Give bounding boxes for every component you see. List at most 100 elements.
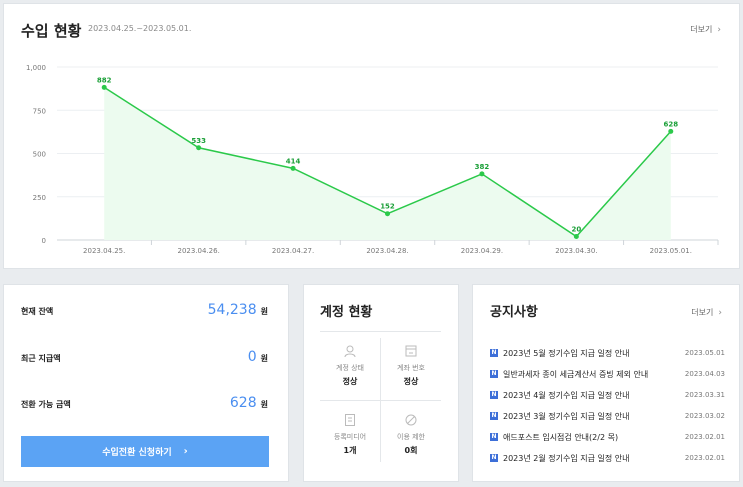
new-badge-icon: N bbox=[490, 412, 498, 420]
data-label: 628 bbox=[663, 120, 678, 128]
data-label: 152 bbox=[380, 203, 395, 211]
notice-item[interactable]: N 애드포스트 임시점검 안내(2/2 목) 2023.02.01 bbox=[490, 432, 725, 453]
y-tick-label: 250 bbox=[33, 194, 46, 202]
data-label: 20 bbox=[571, 226, 581, 234]
x-tick-label: 2023.05.01. bbox=[650, 247, 692, 255]
data-point bbox=[668, 128, 674, 134]
more-label: 더보기 bbox=[690, 25, 713, 34]
data-label: 882 bbox=[97, 76, 112, 84]
notice-item[interactable]: N 2023년 4월 정기수입 지급 일정 안내 2023.03.31 bbox=[490, 390, 725, 411]
x-tick-label: 2023.04.29. bbox=[461, 247, 503, 255]
account-cell-value: 정상 bbox=[342, 377, 358, 386]
data-label: 382 bbox=[475, 163, 490, 171]
account-cell-bank: 계좌 번호 정상 bbox=[381, 332, 441, 398]
new-badge-icon: N bbox=[490, 349, 498, 357]
notice-item-title: 2023년 2월 정기수입 지급 일정 안내 bbox=[503, 454, 630, 463]
data-label: 533 bbox=[191, 137, 206, 145]
notice-item[interactable]: N 일반과세자 종이 세금계산서 증빙 제외 안내 2023.04.03 bbox=[490, 369, 725, 390]
account-status-card: 계정 현황 계정 상태 정상 계좌 번호 정상 등록미디어 1개 이용 제한 0… bbox=[303, 284, 459, 482]
more-label: 더보기 bbox=[691, 308, 714, 317]
data-point bbox=[196, 145, 202, 151]
currency-unit: 원 bbox=[260, 400, 268, 409]
bank-card-icon bbox=[405, 345, 417, 357]
notice-item[interactable]: N 2023년 3월 정기수입 지급 일정 안내 2023.03.02 bbox=[490, 411, 725, 432]
new-badge-icon: N bbox=[490, 454, 498, 462]
currency-unit: 원 bbox=[260, 354, 268, 363]
prohibited-icon bbox=[405, 414, 417, 426]
data-point bbox=[385, 211, 390, 217]
notice-item-title: 애드포스트 임시점검 안내(2/2 목) bbox=[503, 433, 619, 442]
balance-row-current: 현재 잔액 54,238 원 bbox=[21, 302, 268, 322]
notice-item-date: 2023.04.03 bbox=[684, 370, 725, 378]
new-badge-icon: N bbox=[490, 433, 498, 441]
balance-amount: 0 bbox=[247, 349, 257, 365]
y-tick-label: 500 bbox=[33, 151, 46, 159]
balance-label: 전환 가능 금액 bbox=[21, 400, 71, 409]
account-cell-value: 1개 bbox=[343, 446, 357, 455]
account-status-grid: 계정 상태 정상 계좌 번호 정상 등록미디어 1개 이용 제한 0회 bbox=[320, 331, 441, 467]
revenue-more-link[interactable]: 더보기 › bbox=[690, 24, 721, 35]
notice-item-date: 2023.03.31 bbox=[684, 391, 725, 399]
new-badge-icon: N bbox=[490, 391, 498, 399]
x-tick-label: 2023.04.26. bbox=[177, 247, 219, 255]
account-cell-label: 계좌 번호 bbox=[397, 364, 425, 372]
revenue-date-range: 2023.04.25.~2023.05.01. bbox=[88, 24, 192, 33]
y-tick-label: 1,000 bbox=[26, 64, 46, 72]
document-icon bbox=[345, 414, 355, 426]
notice-title: 공지사항 bbox=[490, 305, 538, 320]
account-cell-value: 정상 bbox=[403, 377, 419, 386]
notice-item-title: 2023년 5월 정기수입 지급 일정 안내 bbox=[503, 349, 630, 358]
x-tick-label: 2023.04.28. bbox=[366, 247, 408, 255]
account-cell-label: 계정 상태 bbox=[336, 364, 364, 372]
balance-amount: 628 bbox=[229, 395, 257, 411]
notice-list: N 2023년 5월 정기수입 지급 일정 안내 2023.05.01 N 일반과세자… bbox=[490, 348, 725, 474]
account-cell-value: 0회 bbox=[404, 446, 418, 455]
data-point bbox=[101, 84, 107, 90]
user-icon bbox=[344, 345, 356, 358]
chevron-right-icon: › bbox=[718, 308, 722, 318]
apply-conversion-button[interactable]: 수입전환 신청하기 › bbox=[21, 436, 269, 467]
x-tick-label: 2023.04.30. bbox=[555, 247, 597, 255]
y-tick-label: 750 bbox=[33, 107, 46, 115]
balance-value: 54,238 원 bbox=[208, 302, 268, 318]
balance-label: 현재 잔액 bbox=[21, 307, 54, 316]
revenue-title: 수입 현황 bbox=[21, 22, 82, 40]
notice-item-date: 2023.03.02 bbox=[684, 412, 725, 420]
balance-amount: 54,238 bbox=[207, 302, 257, 318]
notice-item[interactable]: N 2023년 2월 정기수입 지급 일정 안내 2023.02.01 bbox=[490, 453, 725, 474]
currency-unit: 원 bbox=[260, 307, 268, 316]
account-cell-status: 계정 상태 정상 bbox=[320, 332, 380, 398]
revenue-card: 수입 현황 2023.04.25.~2023.05.01. 더보기 › 0 250 5… bbox=[3, 3, 740, 269]
chevron-right-icon: › bbox=[717, 25, 721, 35]
notice-item-date: 2023.02.01 bbox=[684, 433, 725, 441]
notice-card: 공지사항 더보기 › N 2023년 5월 정기수입 지급 일정 안내 2023.05… bbox=[472, 284, 740, 482]
y-tick-label: 0 bbox=[42, 237, 46, 245]
x-tick-label: 2023.04.25. bbox=[83, 247, 125, 255]
apply-conversion-label: 수입전환 신청하기 bbox=[102, 448, 172, 458]
notice-more-link[interactable]: 더보기 › bbox=[691, 307, 722, 318]
account-cell-restriction: 이용 제한 0회 bbox=[381, 401, 441, 467]
account-cell-label: 이용 제한 bbox=[397, 433, 425, 441]
account-cell-media: 등록미디어 1개 bbox=[320, 401, 380, 467]
x-tick-label: 2023.04.27. bbox=[272, 247, 314, 255]
data-point bbox=[573, 234, 579, 240]
notice-item-title: 일반과세자 종이 세금계산서 증빙 제외 안내 bbox=[503, 370, 649, 379]
notice-item-date: 2023.02.01 bbox=[684, 454, 725, 462]
balance-value: 628 원 bbox=[230, 395, 268, 411]
grid-divider bbox=[320, 400, 441, 401]
data-point bbox=[290, 165, 296, 171]
notice-item-title: 2023년 3월 정기수입 지급 일정 안내 bbox=[503, 412, 630, 421]
series-area bbox=[104, 87, 671, 240]
account-cell-label: 등록미디어 bbox=[333, 433, 367, 441]
data-point bbox=[479, 171, 485, 177]
chevron-right-icon: › bbox=[183, 446, 188, 457]
balance-label: 최근 지급액 bbox=[21, 354, 61, 363]
account-status-title: 계정 현황 bbox=[320, 305, 373, 320]
notice-item[interactable]: N 2023년 5월 정기수입 지급 일정 안내 2023.05.01 bbox=[490, 348, 725, 369]
data-label: 414 bbox=[286, 157, 301, 165]
notice-item-date: 2023.05.01 bbox=[684, 349, 725, 357]
